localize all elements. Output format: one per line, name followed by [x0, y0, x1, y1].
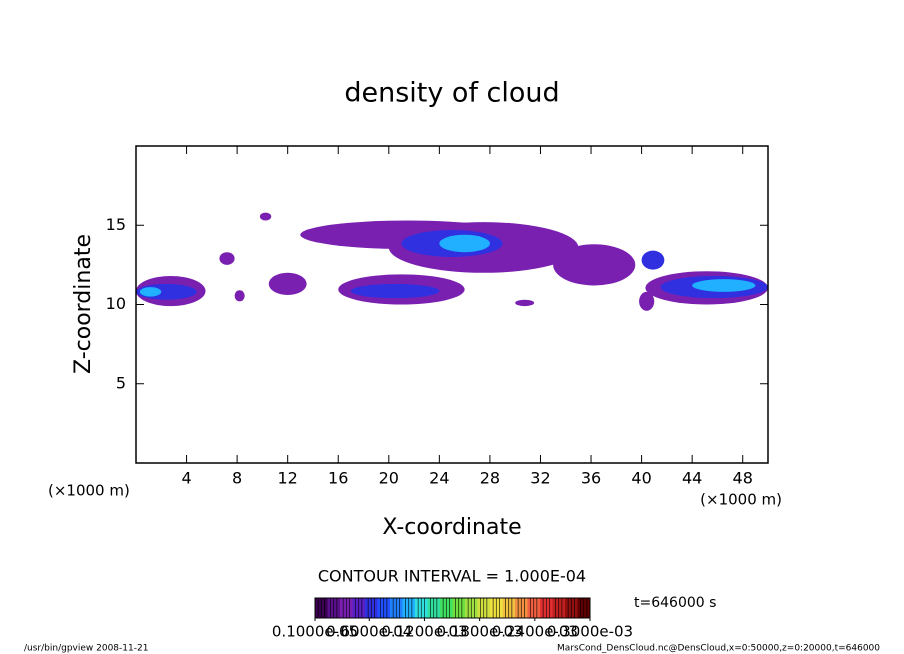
contour-interval: CONTOUR INTERVAL = 1.000E-04 — [318, 567, 586, 586]
contour-fill — [259, 212, 272, 221]
x-tick-label: 32 — [530, 469, 550, 488]
chart-title: density of cloud — [344, 78, 559, 109]
y-tick-label: 5 — [116, 373, 126, 392]
contour-fill — [692, 279, 756, 292]
contour-fill — [641, 250, 665, 270]
colorbar-label: 0.3000e-03 — [547, 623, 633, 641]
contour-fill — [553, 244, 636, 286]
x-tick-label: 48 — [733, 469, 753, 488]
colorbar-label: 0.1000e-05 — [272, 623, 358, 641]
colorbar-label: 0.1800e-03 — [437, 623, 523, 641]
x-tick-label: 44 — [682, 469, 702, 488]
x-tick-label: 8 — [232, 469, 242, 488]
contour-fill — [515, 299, 535, 307]
contour-fill — [139, 287, 162, 297]
colorbar-label: 0.1200e-03 — [381, 623, 467, 641]
x-tick-label: 36 — [581, 469, 601, 488]
x-tick-label: 28 — [480, 469, 500, 488]
x-unit-label: (×1000 m) — [48, 482, 130, 500]
contour-fill — [234, 290, 245, 302]
colorbar-frame — [314, 597, 591, 619]
x-unit-label: (×1000 m) — [700, 491, 782, 509]
y-tick-label: 10 — [106, 294, 126, 313]
time-label: t=646000 s — [634, 595, 716, 611]
contour-fill — [219, 252, 235, 265]
x-axis-label: X-coordinate — [382, 515, 521, 540]
x-tick-label: 16 — [328, 469, 348, 488]
colorbar-label: 0.2400e-03 — [492, 623, 578, 641]
colorbar-label: 0.6000e-04 — [326, 623, 412, 641]
y-axis-label: Z-coordinate — [71, 234, 96, 374]
x-tick-label: 20 — [379, 469, 399, 488]
contour-fill — [639, 291, 655, 311]
contour-fill — [350, 283, 440, 299]
x-tick-label: 24 — [429, 469, 449, 488]
footer: MarsCond_DensCloud.nc@DensCloud,x=0:5000… — [557, 644, 880, 654]
x-tick-label: 4 — [181, 469, 191, 488]
contour-fill — [268, 272, 307, 295]
contour-fill — [439, 234, 490, 253]
footer: /usr/bin/gpview 2008-11-21 — [24, 644, 148, 654]
plot-frame — [135, 145, 769, 464]
y-tick-label: 15 — [106, 215, 126, 234]
x-tick-label: 40 — [631, 469, 651, 488]
x-tick-label: 12 — [278, 469, 298, 488]
